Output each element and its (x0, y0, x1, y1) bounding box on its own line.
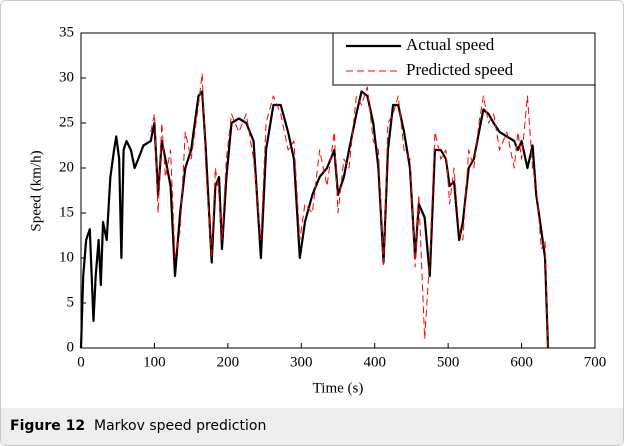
series-line (150, 73, 549, 349)
y-tick-label: 20 (59, 159, 74, 175)
y-tick-label: 30 (59, 69, 74, 85)
x-tick-label: 300 (290, 354, 313, 370)
chart: Time (s) Speed (km/h) 0 100 200 300 400 500 60… (28, 24, 607, 396)
legend-label: Predicted speed (406, 60, 514, 79)
y-tick-label: 10 (59, 249, 74, 265)
y-tick-label: 15 (59, 204, 74, 220)
legend-box (332, 32, 596, 86)
x-tick-label: 600 (510, 354, 533, 370)
y-tick-label: 0 (67, 339, 75, 355)
caption: Figure 12 Markov speed prediction (1, 408, 623, 445)
y-tick-label: 5 (67, 294, 75, 310)
series-line (79, 90, 550, 349)
y-tick-label: 35 (59, 24, 74, 40)
x-tick-label: 0 (77, 354, 85, 370)
caption-text: Markov speed prediction (94, 418, 267, 434)
x-tick-label: 700 (584, 354, 607, 370)
legend-label: Actual speed (406, 35, 495, 54)
x-tick-label: 500 (437, 354, 460, 370)
x-tick-label: 400 (363, 354, 386, 370)
x-tick-label: 200 (217, 354, 240, 370)
y-axis-label: Speed (km/h) (28, 150, 44, 231)
caption-sep (85, 418, 94, 434)
y-tick-label: 25 (59, 114, 74, 130)
caption-label: Figure 12 (10, 418, 86, 434)
x-tick-label: 100 (143, 354, 166, 370)
x-axis-label: Time (s) (313, 380, 364, 396)
